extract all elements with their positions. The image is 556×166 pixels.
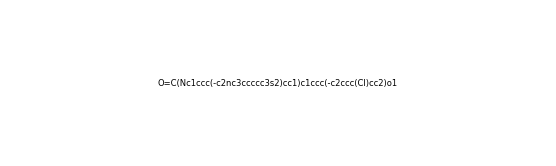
- Text: O=C(Nc1ccc(-c2nc3ccccc3s2)cc1)c1ccc(-c2ccc(Cl)cc2)o1: O=C(Nc1ccc(-c2nc3ccccc3s2)cc1)c1ccc(-c2c…: [158, 79, 398, 87]
